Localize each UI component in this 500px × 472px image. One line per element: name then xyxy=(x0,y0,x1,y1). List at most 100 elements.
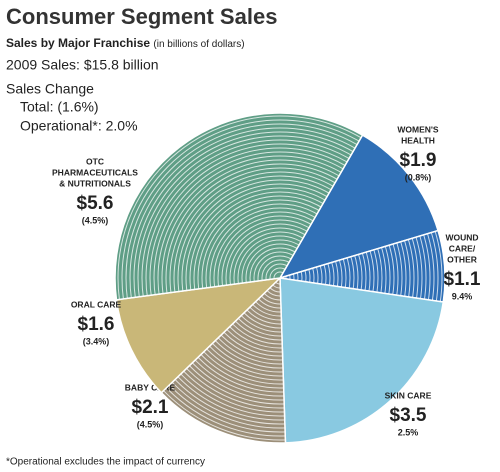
stripe xyxy=(280,267,291,289)
stripe xyxy=(280,230,419,302)
pie-slice xyxy=(279,277,445,444)
stripe xyxy=(133,131,363,300)
stripe xyxy=(193,191,363,300)
stripe xyxy=(193,278,286,365)
stripe xyxy=(280,239,319,302)
slice-label: & NUTRITIONALS xyxy=(59,178,131,188)
stripe xyxy=(280,235,323,302)
stripe xyxy=(161,278,286,441)
slice-label: WOMEN'S xyxy=(397,124,439,134)
value-label: $2.1 xyxy=(132,397,169,418)
change-operational: Operational*: 2.0% xyxy=(20,118,138,134)
stripes xyxy=(280,230,443,302)
value-label: $5.6 xyxy=(77,193,114,214)
stripe xyxy=(280,259,299,297)
change-label: 2.5% xyxy=(398,427,419,437)
stripe xyxy=(280,230,391,302)
slice-label: CARE/ xyxy=(449,243,476,253)
value-label: $1.9 xyxy=(400,150,437,171)
stripe xyxy=(197,278,286,361)
stripe xyxy=(280,243,315,302)
stripe xyxy=(280,230,343,302)
stripe xyxy=(161,278,286,433)
stripe xyxy=(189,187,363,300)
value-label: $3.5 xyxy=(390,405,427,426)
stripe xyxy=(257,278,286,301)
stripe xyxy=(280,230,415,302)
value-label: $1.6 xyxy=(78,314,115,335)
stripe xyxy=(280,230,347,302)
stripe xyxy=(121,119,363,300)
stripe xyxy=(280,230,363,302)
stripe xyxy=(161,278,286,405)
stripe xyxy=(185,278,286,373)
change-total: Total: (1.6%) xyxy=(20,99,99,115)
stripe xyxy=(233,278,286,325)
stripe xyxy=(225,278,286,333)
stripe xyxy=(189,278,286,369)
stripes xyxy=(161,278,286,441)
stripe xyxy=(161,278,286,401)
stripe xyxy=(280,230,427,302)
stripe xyxy=(177,278,286,381)
footnote: *Operational excludes the impact of curr… xyxy=(6,457,205,468)
stripe xyxy=(280,271,287,285)
stripe xyxy=(161,278,286,437)
stripe xyxy=(261,278,286,297)
stripe xyxy=(280,230,383,302)
stripe xyxy=(237,278,286,321)
chart-title: Consumer Segment Sales xyxy=(6,4,277,29)
stripe xyxy=(165,163,363,300)
change-label: 9.4% xyxy=(452,291,473,301)
stripe xyxy=(280,230,407,302)
stripe xyxy=(153,151,363,300)
stripe xyxy=(265,278,286,293)
stripe xyxy=(161,278,286,409)
stripe xyxy=(280,230,431,302)
stripe xyxy=(213,278,286,345)
stripe xyxy=(161,278,286,429)
stripe xyxy=(280,255,303,301)
total-sales: 2009 Sales: $15.8 billion xyxy=(6,57,159,73)
stripe xyxy=(161,278,286,413)
stripe xyxy=(209,278,286,349)
stripe xyxy=(181,278,286,377)
stripe xyxy=(161,159,363,300)
change-label: (0.8%) xyxy=(405,172,432,182)
slice-label: WOUND xyxy=(445,232,478,242)
stripe xyxy=(149,147,363,300)
pie-slice xyxy=(115,276,283,394)
stripe xyxy=(217,278,286,341)
stripe xyxy=(280,251,307,302)
stripe xyxy=(201,278,286,357)
stripe xyxy=(280,230,355,302)
stripe xyxy=(280,230,335,302)
stripe xyxy=(169,167,363,300)
stripe xyxy=(241,278,286,317)
stripe xyxy=(280,230,443,302)
stripe xyxy=(280,230,331,302)
stripe xyxy=(145,143,363,300)
stripe xyxy=(280,230,351,302)
stripe xyxy=(141,139,363,300)
subtitle-main: Sales by Major Franchise xyxy=(6,36,150,50)
chart-subtitle: Sales by Major Franchise (in billions of… xyxy=(6,36,245,50)
stripe xyxy=(173,171,363,300)
stripe xyxy=(169,278,286,389)
stripe xyxy=(229,278,286,329)
stripe xyxy=(280,230,359,302)
stripe xyxy=(245,278,286,313)
stripe xyxy=(280,230,395,302)
stripe xyxy=(161,278,286,421)
stripe xyxy=(129,127,363,300)
stripe xyxy=(181,179,363,300)
stripe xyxy=(280,230,399,302)
stripe xyxy=(173,278,286,385)
change-label: (3.4%) xyxy=(83,336,110,346)
slice-label: SKIN CARE xyxy=(385,390,432,400)
stripe xyxy=(280,230,387,302)
stripe xyxy=(273,278,286,285)
stripe xyxy=(280,230,435,302)
stripe xyxy=(280,230,379,302)
